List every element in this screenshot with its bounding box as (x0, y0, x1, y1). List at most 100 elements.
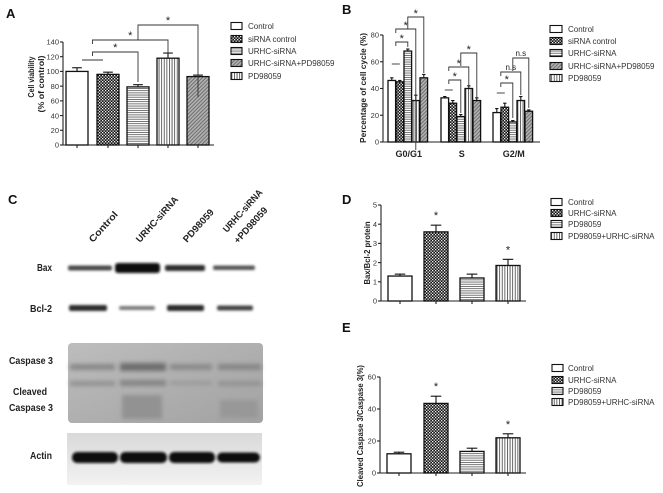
bar (387, 275, 413, 302)
legend-label: Control (568, 25, 594, 34)
legend-swatch (551, 397, 564, 407)
significance-star: * (113, 42, 118, 54)
row-label-bax: Bax (37, 263, 52, 274)
significance-star: * (457, 58, 462, 70)
bar (492, 111, 502, 143)
x-category-label: G2/M (503, 149, 525, 159)
legend-swatch (230, 46, 243, 56)
significance-ns-label: n.s (515, 49, 526, 58)
blot-caspase3 (68, 343, 263, 423)
significance-bracket (448, 79, 462, 113)
bar (448, 102, 458, 143)
row-label-caspase3: Caspase 3 (9, 356, 53, 367)
legend-item: siRNA control (230, 34, 297, 44)
significance-bracket (395, 41, 409, 47)
legend-label: siRNA control (248, 35, 297, 44)
blot-bax (68, 263, 255, 273)
x-category-label: S (459, 149, 465, 159)
panel-a: A Cell viability (% of control) 0 20 40 60 8… (6, 6, 335, 150)
significance-ns-label: n.s (505, 63, 516, 72)
significance-bracket (512, 57, 530, 108)
row-label-actin: Actin (30, 451, 52, 462)
panel-c-western-blot: C Control URHC-siRNA PD98059 URHC-siRNA … (8, 187, 270, 485)
y-tick-label: 0 (375, 138, 379, 147)
bar-chart-cleaved-caspase3: 0 20 40 60 * * (368, 373, 526, 478)
panel-label-a: A (6, 6, 16, 21)
bar (459, 450, 485, 474)
legend-swatch (230, 34, 243, 44)
legend-swatch (550, 208, 563, 218)
significance-bracket (407, 16, 425, 73)
legend-swatch (550, 197, 563, 207)
y-tick-label: 5 (373, 201, 377, 210)
panel-label-e: E (342, 320, 351, 335)
bar-chart-cell-viability: 0 20 40 60 80 100 120 140 * * * (46, 15, 214, 150)
legend-swatch (551, 363, 564, 373)
bar (459, 277, 485, 302)
significance-star: * (166, 15, 171, 27)
significance-bracket (460, 52, 478, 98)
bar (500, 106, 510, 143)
legend-item: URHC-siRNA+PD98059 (230, 58, 335, 68)
legend-label: URHC-siRNA (248, 47, 297, 56)
legend-item: URHC-siRNA+PD98059 (549, 61, 655, 71)
y-tick-label: 20 (51, 126, 59, 135)
significance-star: * (453, 71, 458, 83)
legend-swatch (551, 386, 564, 396)
y-axis-label-line1: Cell viability (27, 56, 36, 97)
y-tick-label: 4 (373, 220, 377, 229)
legend-item: Control (550, 197, 594, 207)
significance-star: * (414, 8, 419, 20)
y-tick-label: 100 (46, 67, 59, 76)
panel-e: E Cleaved Caspase 3/Caspase 3(%) 0 20 40 60… (342, 320, 655, 487)
legend-swatch (230, 21, 243, 31)
legend-swatch (549, 61, 563, 71)
y-tick-label: 1 (373, 278, 377, 287)
legend-label: URHC-siRNA+PD98059 (248, 59, 335, 68)
legend-label: PD98059+URHC-siRNA (568, 398, 655, 407)
y-axis-label: Bax/Bcl-2 protein (363, 221, 372, 284)
legend-label: PD98059 (568, 74, 602, 83)
y-tick-label: 2 (373, 258, 377, 267)
lane-label-control: Control (87, 209, 121, 245)
y-tick-label: 80 (51, 82, 59, 91)
legend-label: URHC-siRNA+PD98059 (568, 62, 655, 71)
legend-label: Control (248, 22, 274, 31)
bar (508, 121, 518, 143)
legend-label: PD98059 (568, 220, 602, 229)
legend-item: PD98059+URHC-siRNA (550, 231, 655, 241)
y-axis-label: Percentage of cell cycle (%) (359, 33, 368, 143)
row-label-cleaved: Cleaved (13, 387, 47, 398)
significance-bracket (500, 71, 522, 95)
y-tick-label: 0 (373, 297, 377, 306)
legend-label: URHC-siRNA (568, 49, 617, 58)
bar (403, 50, 413, 143)
y-axis-label: Cleaved Caspase 3/Caspase 3(%) (356, 365, 365, 487)
significance-bracket (500, 82, 514, 118)
legend-item: Control (230, 21, 274, 31)
bar (472, 99, 482, 143)
significance-star: * (128, 30, 133, 42)
bar (440, 97, 450, 143)
bar (387, 79, 397, 143)
legend-swatch (549, 24, 563, 34)
legend-item: PD98059 (551, 386, 602, 396)
y-tick-label: 3 (373, 239, 377, 248)
legend-item: URHC-siRNA (550, 208, 617, 218)
significance-bracket (92, 51, 139, 82)
bar (419, 77, 429, 143)
y-tick-label: 40 (51, 111, 59, 120)
y-tick-label: 20 (368, 437, 376, 446)
legend-label: Control (568, 364, 594, 373)
legend-swatch (230, 58, 243, 68)
legend-label: siRNA control (568, 37, 617, 46)
legend-b: Control siRNA control URHC-siRNA URHC-siRNA… (549, 24, 655, 83)
lane-label-urhc-sirna: URHC-siRNA (134, 194, 181, 245)
legend-e: Control URHC-siRNA PD98059 PD98059+URHC-siR… (551, 363, 655, 407)
legend-item: URHC-siRNA (551, 375, 617, 385)
legend-a: Control siRNA control URHC-siRNA URHC-siRNA… (230, 21, 335, 81)
legend-swatch (550, 219, 563, 229)
bar (423, 402, 449, 474)
